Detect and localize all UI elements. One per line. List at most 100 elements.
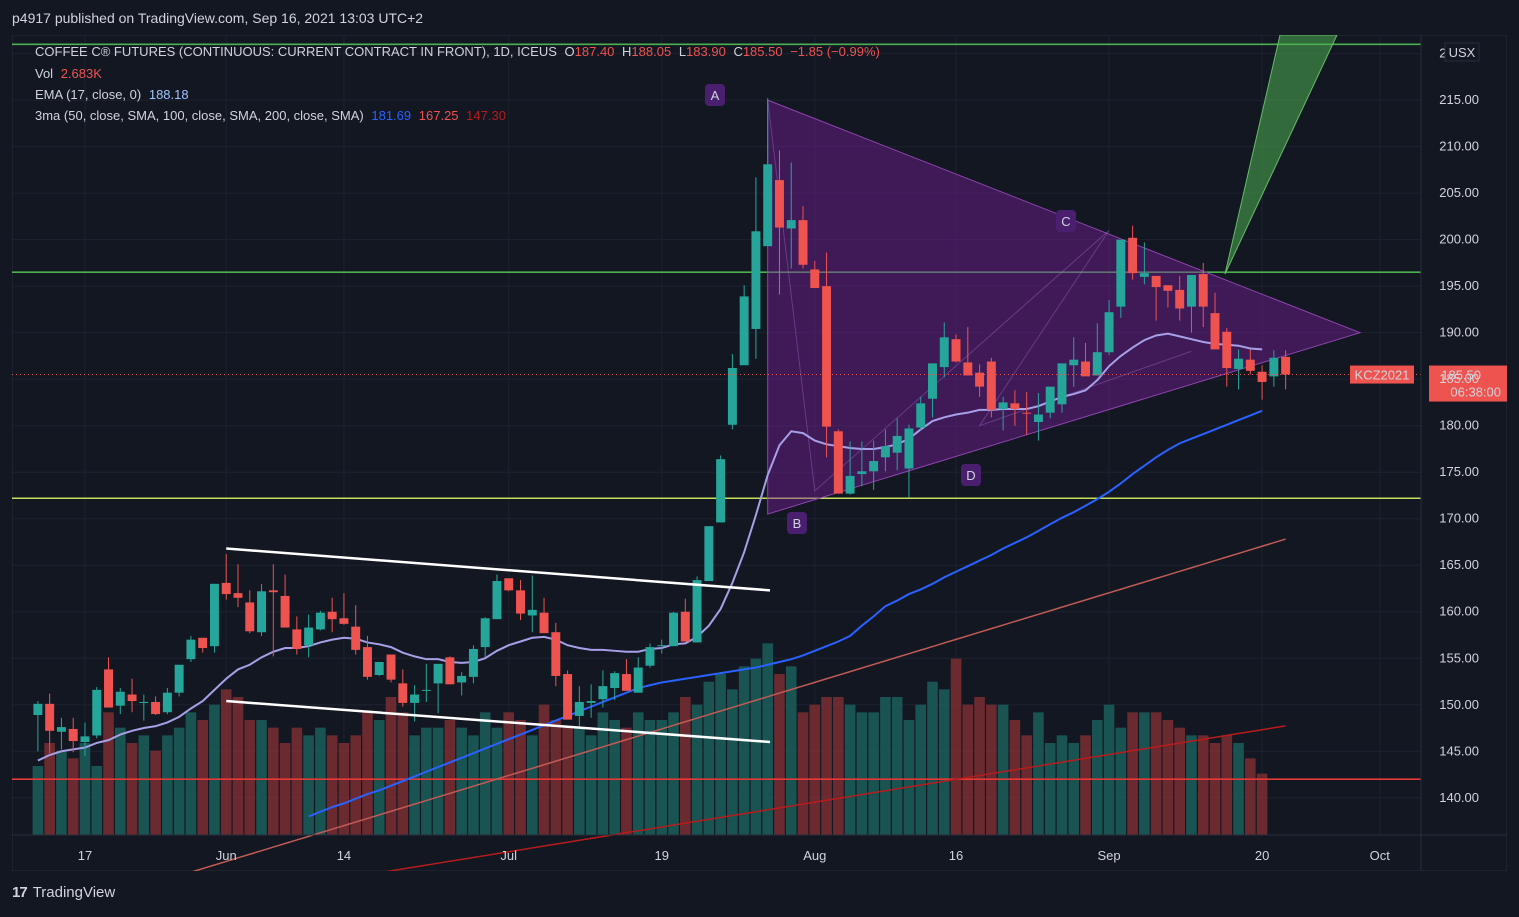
y-tick-label: 210.00: [1439, 139, 1479, 154]
candle-body: [657, 645, 667, 647]
candle-body: [1010, 403, 1020, 409]
legend-low-label: L: [678, 44, 687, 59]
candle-body: [598, 686, 608, 700]
candle-body: [1069, 359, 1079, 366]
volume-bar: [821, 697, 832, 835]
volume-bar: [562, 727, 573, 835]
candle-body: [363, 647, 372, 677]
candle-body: [1139, 273, 1149, 277]
volume-bar: [150, 750, 161, 835]
legend-ma-label: 3ma (50, close, SMA, 100, close, SMA, 20…: [35, 108, 364, 123]
candle-body: [763, 164, 773, 247]
candle-body: [1257, 371, 1267, 382]
legend-change: −1.85 (−0.99%): [790, 44, 880, 59]
candle-body: [127, 694, 137, 702]
volume-bar: [574, 727, 585, 835]
volume-bar: [244, 720, 256, 835]
volume-bar: [126, 743, 138, 835]
candle-body: [186, 639, 196, 660]
volume-bar: [644, 720, 656, 835]
volume-bar: [962, 704, 974, 835]
volume-bar: [1150, 712, 1162, 835]
volume-bar: [856, 712, 868, 835]
candle-body: [221, 582, 231, 595]
candle-body: [798, 220, 808, 265]
legend-volume-value: 2.683K: [60, 66, 102, 81]
volume-bar: [691, 704, 703, 835]
legend-ma50-value: 181.69: [371, 108, 412, 123]
price-tag-bg: [1429, 365, 1507, 402]
candle-body: [704, 526, 714, 582]
candle-body: [45, 703, 55, 731]
volume-bar: [385, 697, 397, 835]
volume-bar: [927, 681, 938, 835]
volume-bar: [409, 735, 420, 835]
ma-100-line: [192, 538, 1286, 871]
candle-body: [727, 368, 737, 425]
volume-bar: [1162, 720, 1174, 835]
legend-open-value: 187.40: [574, 44, 615, 59]
y-tick-label: 155.00: [1439, 650, 1479, 665]
candle-body: [315, 612, 325, 630]
legend-open-label: O: [564, 44, 575, 59]
candle-body: [516, 590, 525, 614]
candle-body: [33, 703, 43, 715]
candle-body: [268, 590, 278, 593]
volume-bar: [185, 712, 197, 835]
symbol-tag-bg: [1350, 365, 1414, 384]
volume-bar: [56, 750, 67, 835]
x-tick-label: 20: [1255, 848, 1269, 863]
point-label-b-bg: [787, 512, 807, 534]
volume-bar: [680, 697, 691, 835]
candle-body: [480, 618, 490, 648]
volume-bar: [1139, 712, 1150, 835]
volume-bar: [1174, 727, 1185, 835]
candle-body: [1234, 358, 1244, 369]
price-tag-value: 185.50: [1441, 368, 1481, 383]
legend-symbol: COFFEE C® FUTURES (CONTINUOUS: CURRENT C…: [35, 44, 557, 59]
volume-bar: [868, 712, 879, 835]
volume-bar: [915, 704, 927, 835]
volume-bar: [279, 743, 291, 835]
candle-body: [80, 736, 90, 742]
volume-bar: [491, 727, 503, 835]
legend-volume-row: Vol 2.683K: [35, 66, 106, 81]
volume-bar: [1127, 712, 1138, 835]
volume-bar: [938, 689, 950, 835]
volume-bar: [774, 674, 785, 835]
volume-bar: [703, 681, 715, 835]
footer-brand-text: TradingView: [32, 884, 116, 901]
volume-bar: [1103, 704, 1115, 835]
candle-body: [739, 296, 749, 366]
candle-body: [386, 654, 396, 680]
publisher-line: p4917 published on TradingView.com, Sep …: [12, 10, 424, 26]
volume-bar: [609, 720, 620, 835]
projection-wedge: [1224, 35, 1338, 275]
candle-body: [669, 612, 679, 647]
candle-body: [410, 694, 420, 703]
y-tick-label: 185.00: [1439, 371, 1479, 386]
volume-bar: [162, 735, 173, 835]
volume-bar: [44, 743, 55, 835]
volume-bar: [479, 712, 491, 835]
footer-brand[interactable]: 17 TradingView: [12, 884, 115, 901]
volume-bar: [974, 697, 985, 835]
volume-bar: [844, 704, 856, 835]
x-tick-label: Aug: [803, 848, 826, 863]
candle-body: [504, 578, 514, 591]
legend-close-value: 185.50: [742, 44, 783, 59]
volume-bar: [727, 689, 738, 835]
legend-ma100-value: 167.25: [418, 108, 459, 123]
candle-body: [833, 431, 843, 494]
currency-label: USX: [1449, 45, 1476, 60]
x-tick-label: Jun: [216, 848, 237, 863]
candle-body: [174, 664, 184, 693]
candle-body: [374, 661, 384, 675]
volume-bar: [138, 735, 150, 835]
y-tick-label: 175.00: [1439, 464, 1479, 479]
x-tick-label: 17: [78, 848, 92, 863]
volume-bar: [1080, 735, 1091, 835]
y-tick-label: 200.00: [1439, 232, 1479, 247]
